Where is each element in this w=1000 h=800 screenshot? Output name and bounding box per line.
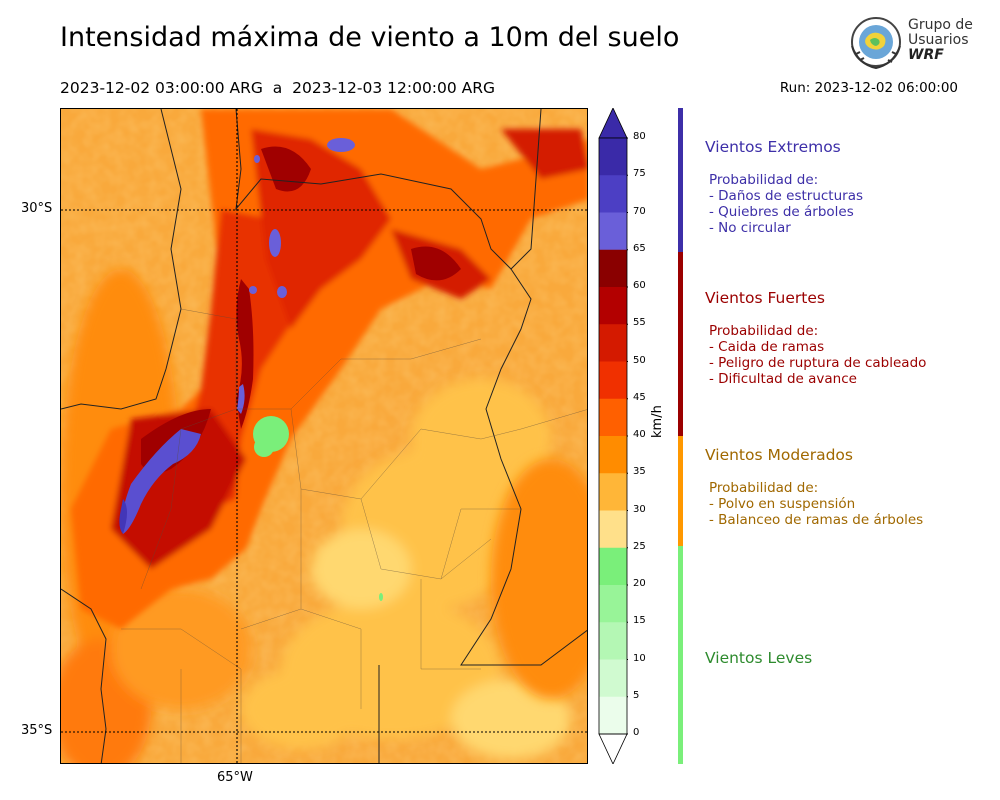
colorbar-extend-top	[598, 107, 628, 139]
graticule	[61, 109, 587, 763]
colorbar-segment	[599, 547, 627, 586]
moderate-light-zones	[241, 379, 571, 759]
colorbar-segment	[599, 138, 627, 176]
colorbar-tick-label: 65	[633, 242, 646, 254]
wind-map-svg	[61, 109, 587, 763]
legend-desc-extreme: Probabilidad de: - Daños de estructuras …	[709, 172, 864, 236]
colorbar-tick-label: 10	[633, 652, 646, 664]
colorbar-tick-label: 35	[633, 466, 646, 478]
logo-line-1: Grupo de	[908, 17, 973, 33]
colorbar-tick-label: 45	[633, 391, 646, 403]
colorbar-tick-label: 40	[633, 429, 646, 440]
legend-title-strong: Vientos Fuertes	[705, 289, 825, 307]
colorbar-tick-label: 60	[633, 280, 646, 291]
legend-bar-light	[678, 546, 683, 764]
legend-title-moderate: Vientos Moderados	[705, 446, 853, 464]
colorbar-tick-label: 70	[633, 205, 646, 217]
colorbar	[598, 107, 628, 765]
legend-bar-extreme	[678, 108, 683, 252]
legend-title-extreme: Vientos Extremos	[705, 138, 841, 156]
run-timestamp: Run: 2023-12-02 06:00:00	[779, 80, 958, 96]
colorbar-segment	[599, 510, 627, 549]
colorbar-segment	[599, 622, 627, 660]
legend-bar-moderate	[678, 436, 683, 546]
colorbar-segment	[599, 361, 627, 400]
lat-label-30s: 30°S	[21, 201, 53, 216]
globe-logo-icon	[851, 17, 901, 70]
light-wind-spots	[253, 416, 383, 601]
colorbar-tick-label: 15	[633, 615, 646, 627]
colorbar-unit: km/h	[650, 405, 665, 438]
colorbar-tick-label: 75	[633, 168, 646, 180]
colorbar-segment	[599, 324, 627, 362]
logo-line-3: WRF	[908, 47, 944, 63]
legend-desc-strong: Probabilidad de: - Caida de ramas - Peli…	[709, 323, 927, 387]
logo-line-2: Usuarios	[908, 32, 969, 48]
wind-map	[60, 108, 588, 764]
forecast-period: 2023-12-02 03:00:00 ARG a 2023-12-03 12:…	[60, 79, 496, 97]
colorbar-tick-label: 0	[633, 727, 640, 738]
grupo-wrf-logo: Grupo de Usuarios WRF	[848, 16, 978, 72]
colorbar-tick-label: 50	[633, 354, 646, 366]
colorbar-segment	[599, 212, 627, 251]
colorbar-segment	[599, 585, 627, 623]
colorbar-tick-label: 30	[633, 503, 646, 515]
colorbar-tick-label: 25	[633, 540, 646, 552]
colorbar-segment	[599, 659, 627, 698]
colorbar-segment	[599, 287, 627, 325]
colorbar-tick-label: 55	[633, 317, 646, 329]
colorbar-segment	[599, 696, 627, 735]
legend-bar-strong	[678, 252, 683, 436]
lat-label-35s: 35°S	[21, 723, 53, 738]
colorbar-segment	[599, 398, 627, 437]
department-borders	[121, 308, 587, 763]
colorbar-svg	[598, 107, 628, 765]
colorbar-tick-label: 80	[633, 131, 646, 142]
colorbar-segment	[599, 473, 627, 511]
lon-label-65w: 65°W	[217, 770, 253, 785]
chart-title: Intensidad máxima de viento a 10m del su…	[60, 22, 680, 53]
extreme-wind-spots	[119, 138, 355, 534]
legend-desc-moderate: Probabilidad de: - Polvo en suspensión -…	[709, 480, 924, 528]
colorbar-segment	[599, 436, 627, 474]
legend-title-light: Vientos Leves	[705, 649, 813, 667]
colorbar-extend-bottom	[598, 733, 628, 765]
colorbar-segment	[599, 249, 627, 288]
colorbar-tick-label: 5	[633, 689, 640, 701]
colorbar-tick-label: 20	[633, 578, 646, 589]
colorbar-segment	[599, 175, 627, 213]
